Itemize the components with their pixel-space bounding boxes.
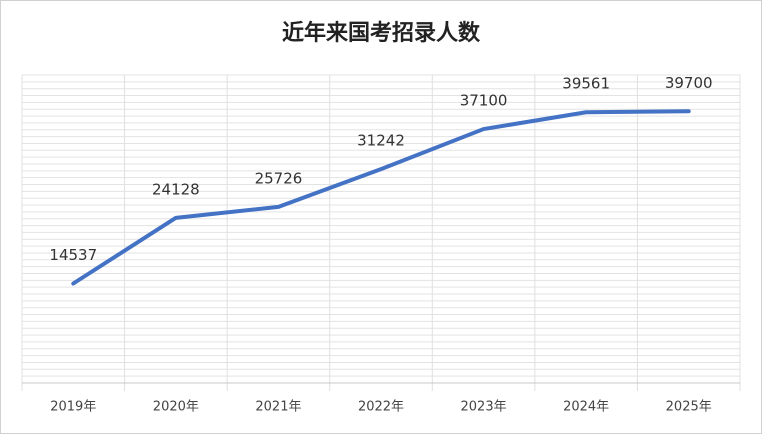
data-label: 39700 [665, 74, 713, 92]
x-tick-label: 2019年 [50, 400, 96, 415]
chart-title: 近年来国考招录人数 [282, 20, 481, 46]
data-label: 39561 [562, 75, 610, 93]
data-label: 24128 [152, 180, 200, 198]
data-label: 14537 [49, 246, 97, 264]
data-label: 37100 [460, 92, 508, 110]
x-tick-label: 2021年 [255, 400, 301, 415]
x-tick-label: 2023年 [461, 400, 507, 415]
x-tick-label: 2020年 [153, 400, 199, 415]
x-tick-label: 2022年 [358, 400, 404, 415]
data-label: 25726 [255, 169, 303, 187]
data-line [71, 109, 691, 286]
x-tick-label: 2025年 [666, 400, 712, 415]
data-label: 31242 [357, 132, 405, 150]
x-tick-label: 2024年 [563, 400, 609, 415]
